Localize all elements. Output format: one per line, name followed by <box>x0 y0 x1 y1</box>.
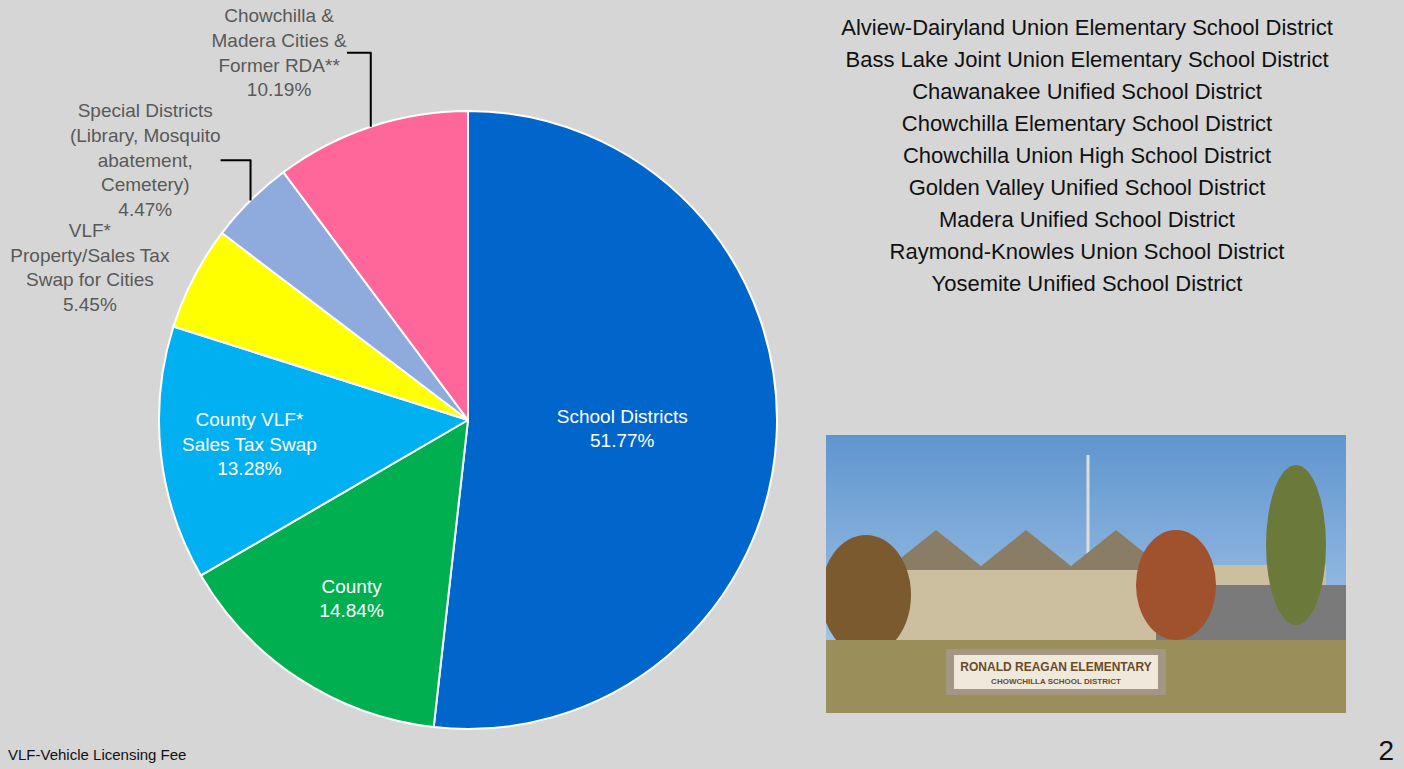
html-text:Chowchilla Elementary School D: Chowchilla Elementary School District <box>901 111 1273 136</box>
html-text:Madera Unified School District: Madera Unified School District <box>939 207 1235 232</box>
html-text:Bass Lake Joint Union Elementa: Bass Lake Joint Union Elementary School … <box>845 47 1329 72</box>
svg-text:RONALD REAGAN ELEMENTARY: RONALD REAGAN ELEMENTARY <box>960 660 1151 674</box>
svg-text:VLF*Property/Sales TaxSwap for: VLF*Property/Sales TaxSwap for Cities5.4… <box>10 220 170 315</box>
html-text:2: 2 <box>1378 735 1394 766</box>
svg-text:County14.84%: County14.84% <box>319 576 384 622</box>
html-text:Golden Valley Unified School D: Golden Valley Unified School District <box>908 175 1266 200</box>
svg-text:Special Districts(Library, Mos: Special Districts(Library, Mosquitoabate… <box>70 100 221 220</box>
html-text:Alview-Dairyland Union Element: Alview-Dairyland Union Elementary School… <box>841 15 1333 40</box>
html-text:Raymond-Knowles Union School D: Raymond-Knowles Union School District <box>889 239 1285 264</box>
html-text:Chowchilla Union High School D: Chowchilla Union High School District <box>903 143 1271 168</box>
html-text:Chawanakee Unified School Dist: Chawanakee Unified School District <box>912 79 1262 104</box>
svg-text:CHOWCHILLA SCHOOL DISTRICT: CHOWCHILLA SCHOOL DISTRICT <box>991 677 1121 686</box>
svg-text:County VLF*Sales Tax Swap13.28: County VLF*Sales Tax Swap13.28% <box>182 409 317 479</box>
svg-text:School Districts51.77%: School Districts51.77% <box>557 406 688 452</box>
svg-text:Chowchilla &Madera Cities &For: Chowchilla &Madera Cities &Former RDA**1… <box>211 5 346 100</box>
html-text:VLF-Vehicle Licensing Fee: VLF-Vehicle Licensing Fee <box>8 746 187 763</box>
html-text:Yosemite Unified School Distri: Yosemite Unified School District <box>931 271 1243 296</box>
